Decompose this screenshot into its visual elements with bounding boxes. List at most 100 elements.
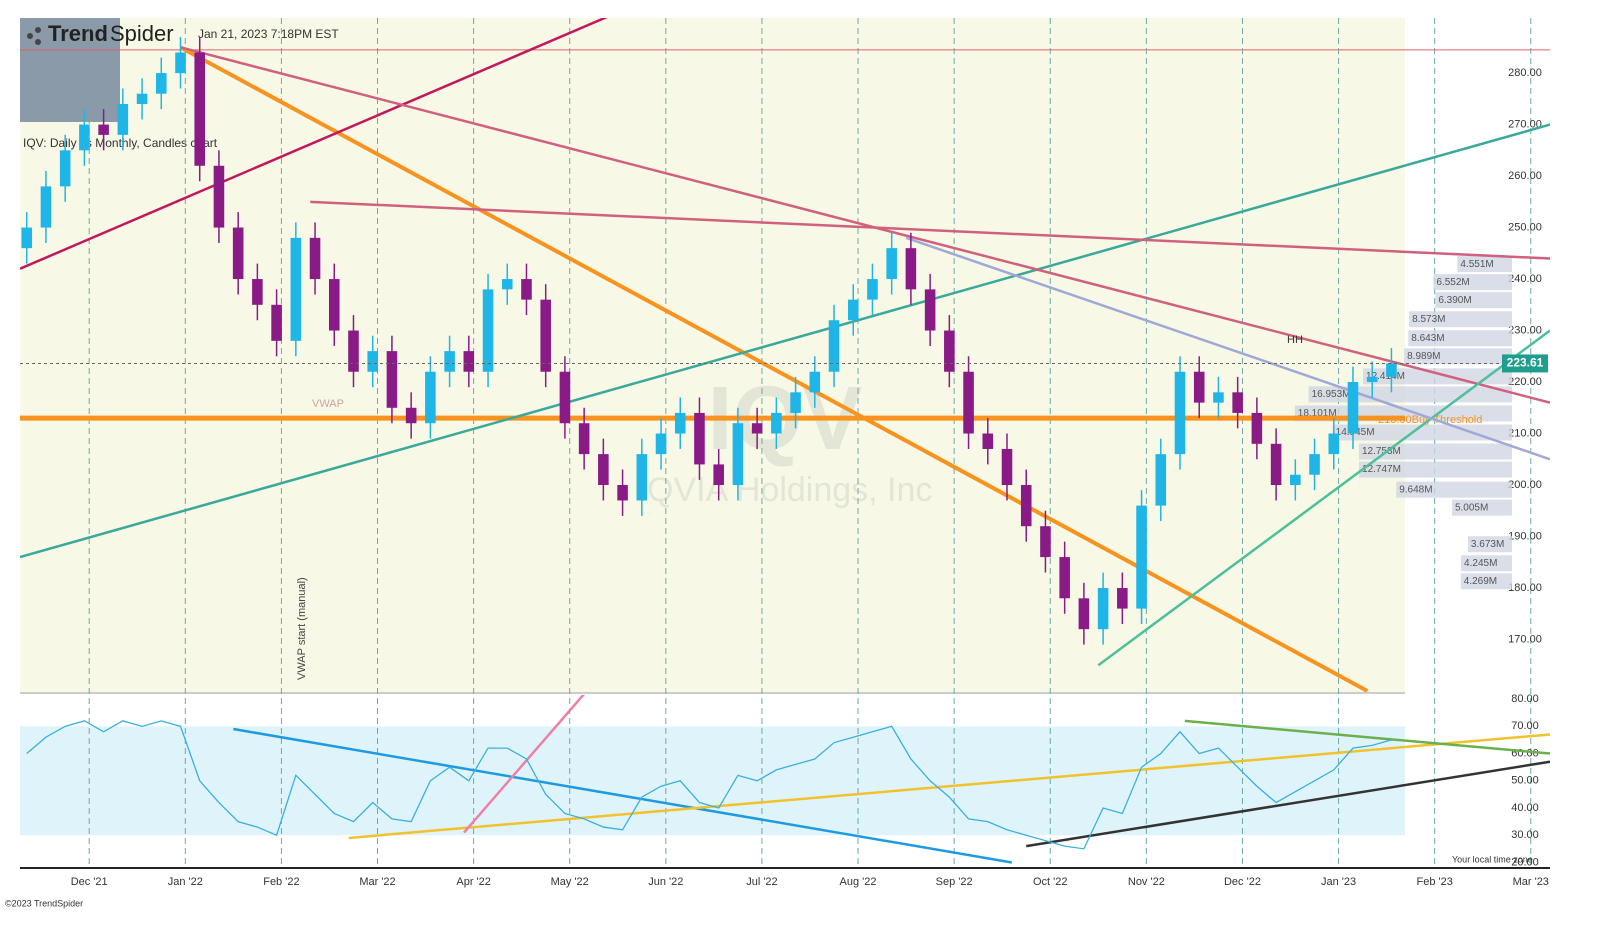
rsi-tick-label: 50.00 [1511, 775, 1539, 787]
candle-body [886, 248, 897, 280]
y-tick-label: 210.00 [1508, 427, 1542, 439]
candle-body [40, 186, 52, 228]
volume-profile-label: 8.643M [1411, 333, 1444, 344]
candle-body [1020, 485, 1032, 527]
vwap-label: VWAP [312, 398, 344, 410]
volume-profile-bar [1467, 536, 1512, 553]
rsi-tick-label: 80.00 [1511, 693, 1539, 705]
candle-body [463, 351, 475, 372]
price-badge [1502, 354, 1548, 373]
candle-body [751, 423, 763, 434]
volume-profile-bar [1460, 573, 1512, 590]
trendline [310, 200, 1550, 260]
candle-body [674, 412, 686, 434]
x-tick-label: Aug '22 [840, 876, 877, 888]
y-tick-label: 200.00 [1508, 479, 1542, 491]
candle-body [1251, 412, 1263, 444]
volume-profile-bar [1435, 292, 1512, 309]
candle-body [252, 279, 263, 305]
rsi-trendline [463, 695, 585, 834]
candle-body [59, 150, 71, 187]
volume-profile-label: 3.673M [1471, 539, 1504, 550]
candle-body [847, 299, 859, 321]
plot-background [20, 18, 1405, 692]
y-tick-label: 250.00 [1508, 221, 1542, 233]
candle-body [1078, 598, 1090, 630]
logo-icon [35, 39, 41, 45]
rsi-tick-label: 30.00 [1511, 829, 1539, 841]
rsi-tick-label: 20.00 [1511, 856, 1539, 868]
candle-body [905, 248, 917, 290]
candle-body [328, 279, 340, 331]
x-tick-label: Jul '22 [746, 876, 777, 888]
candle-body [348, 330, 359, 372]
volume-profile-bar [1363, 368, 1512, 385]
candle-body [521, 279, 532, 300]
y-tick-label: 270.00 [1508, 118, 1542, 130]
logo-bold: Trend [48, 21, 108, 46]
candle-body [771, 412, 782, 434]
volume-profile-label: 9.648M [1399, 484, 1432, 495]
x-tick-label: Jan '23 [1321, 876, 1356, 888]
rsi-band [20, 726, 1405, 836]
volume-profile-label: 4.269M [1464, 576, 1497, 587]
candle-body [867, 279, 878, 300]
candle-body [290, 237, 302, 341]
candle-body [309, 237, 321, 280]
candle-body [213, 165, 225, 228]
candle-body [809, 371, 821, 393]
volume-profile-label: 6.390M [1438, 295, 1471, 306]
candle-body [98, 124, 109, 135]
candle-body [1117, 587, 1128, 609]
rsi-tick-label: 70.00 [1511, 720, 1539, 732]
x-tick-label: May '22 [551, 876, 589, 888]
candle-body [636, 454, 648, 501]
candle-body [21, 227, 33, 249]
volume-profile-label: 18.101M [1298, 408, 1337, 419]
vwap-start-label: VWAP start (manual) [296, 577, 308, 680]
candle-body [1347, 382, 1359, 434]
candle-body [617, 485, 628, 501]
candle-body [1040, 526, 1051, 558]
volume-profile-label: 12.747M [1362, 464, 1401, 475]
volume-profile-label: 4.245M [1464, 558, 1497, 569]
subtitle: IQV: Daily vs Monthly, Candles chart [23, 136, 218, 150]
candle-body [559, 371, 571, 424]
candle-body [175, 52, 186, 74]
x-tick-label: Apr '22 [456, 876, 491, 888]
candle-body [1097, 587, 1109, 630]
candle-body [444, 351, 455, 372]
x-tick-label: Nov '22 [1128, 876, 1165, 888]
candle-body [1386, 363, 1397, 377]
trendline [20, 123, 1550, 559]
volume-profile-bar [1396, 481, 1512, 498]
rsi-trendline [1026, 760, 1550, 848]
x-tick-label: Oct '22 [1033, 876, 1068, 888]
y-tick-label: 280.00 [1508, 67, 1542, 79]
volume-profile-label: 12.753M [1362, 446, 1401, 457]
candle-body [117, 103, 129, 135]
candle-body [194, 52, 206, 166]
x-tick-label: Dec '21 [71, 876, 108, 888]
candle-body [1270, 443, 1282, 486]
y-tick-label: 230.00 [1508, 324, 1542, 336]
candle-body [367, 351, 378, 372]
candle-body [578, 423, 590, 455]
candle-body [501, 279, 513, 290]
candle-body [1155, 454, 1167, 506]
candle-body [944, 330, 955, 372]
x-tick-label: Jan '22 [168, 876, 203, 888]
x-tick-label: Sep '22 [936, 876, 973, 888]
x-tick-label: Mar '22 [359, 876, 395, 888]
volume-profile-bar [1404, 348, 1512, 365]
candle-body [155, 73, 167, 94]
candle-body [655, 433, 667, 455]
candle-body [271, 304, 282, 341]
y-tick-label: 180.00 [1508, 582, 1542, 594]
volume-profile-label: 12.414M [1366, 371, 1405, 382]
volume-profile-bar [1332, 424, 1512, 441]
candle-body [1309, 454, 1320, 475]
timestamp: Jan 21, 2023 7:18PM EST [198, 27, 339, 41]
candle-body [1213, 392, 1224, 403]
